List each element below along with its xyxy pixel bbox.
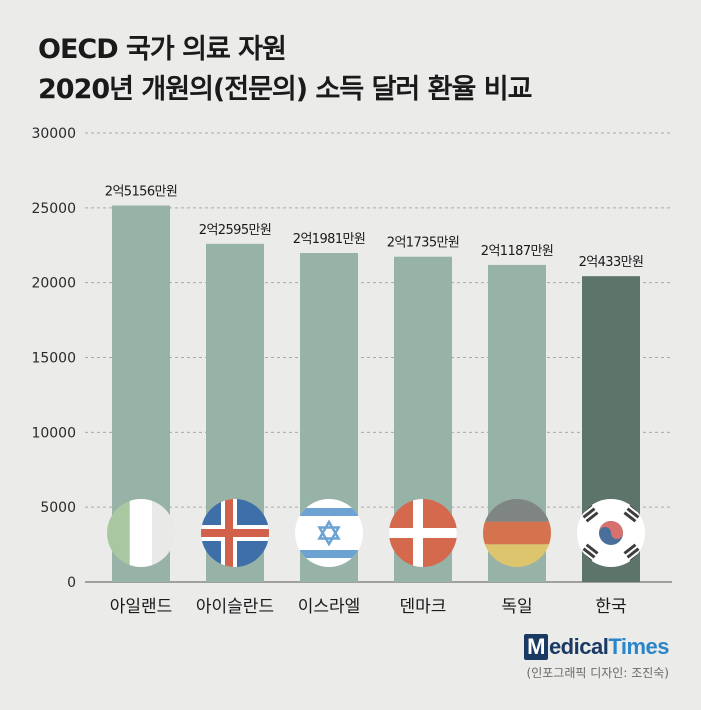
data-label: 2억5156만원	[105, 184, 177, 199]
ireland-flag	[107, 499, 175, 567]
y-tick-label: 0	[67, 575, 76, 591]
data-label: 2억1735만원	[387, 236, 459, 251]
data-label: 2억1981만원	[293, 232, 365, 247]
data-label: 2억2595만원	[199, 223, 271, 238]
category-label: 덴마크	[400, 597, 447, 617]
israel-flag	[295, 499, 363, 567]
iceland-flag	[201, 499, 269, 567]
design-credit: (인포그래픽 디자인: 조진숙)	[526, 666, 669, 680]
y-tick-label: 10000	[31, 425, 76, 441]
category-label: 독일	[501, 597, 532, 617]
category-label: 아일랜드	[110, 597, 173, 617]
chart-title: OECD 국가 의료 자원 2020년 개원의(전문의) 소득 달러 환율 비교	[38, 30, 532, 110]
y-tick-label: 5000	[40, 500, 76, 516]
chart-title-line1: OECD 국가 의료 자원	[38, 34, 287, 65]
y-tick-label: 20000	[31, 276, 76, 292]
data-label: 2억1187만원	[481, 244, 553, 259]
category-label: 아이슬란드	[196, 597, 274, 617]
y-tick-label: 15000	[31, 351, 76, 367]
y-tick-label: 25000	[31, 201, 76, 217]
y-tick-label: 30000	[31, 126, 76, 142]
category-label: 이스라엘	[298, 597, 361, 617]
germany-flag	[483, 499, 551, 567]
denmark-flag	[389, 499, 457, 567]
data-label: 2억433만원	[579, 255, 644, 270]
chart-title-line2: 2020년 개원의(전문의) 소득 달러 환율 비교	[38, 74, 532, 105]
category-label: 한국	[595, 597, 626, 617]
korea-flag	[577, 499, 645, 567]
